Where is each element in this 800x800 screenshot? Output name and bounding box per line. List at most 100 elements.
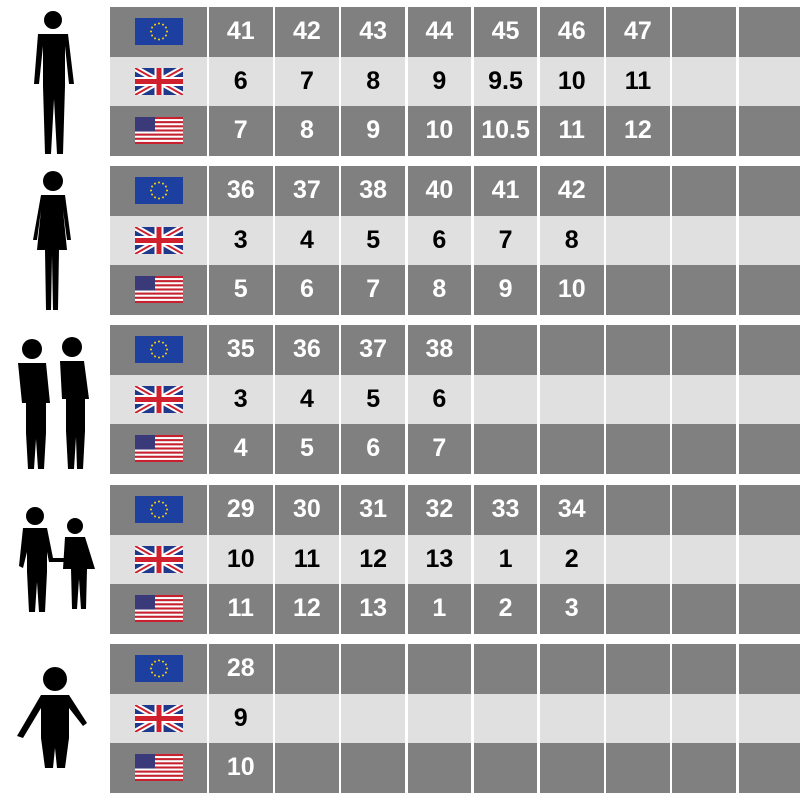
eu-size-cell: 41 <box>473 166 538 216</box>
uk-size-cell: 6 <box>407 215 472 265</box>
eu-size-cell <box>738 166 800 216</box>
us-flag-icon <box>134 754 183 782</box>
eu-size-cell: 44 <box>407 7 472 57</box>
uk-size-cell: 9 <box>209 693 273 743</box>
uk-size-cell <box>540 374 604 424</box>
us-size-cell: 6 <box>341 424 405 474</box>
uk-size-cell <box>672 56 736 106</box>
eu-size-cell <box>606 485 670 535</box>
eu-size-cell: 34 <box>540 485 604 535</box>
uk-size-cell: 6 <box>407 374 472 424</box>
us-size-cell <box>672 584 736 634</box>
us-size-cell: 10 <box>209 743 273 793</box>
adult-woman-silhouette-icon <box>0 166 105 315</box>
eu-flag-icon <box>134 496 183 524</box>
eu-size-cell: 35 <box>209 325 273 375</box>
eu-size-cell: 43 <box>341 7 405 57</box>
uk-size-cell <box>672 534 736 584</box>
eu-size-cell <box>275 644 339 694</box>
us-size-cell: 4 <box>209 424 273 474</box>
us-flag-cell <box>110 424 207 474</box>
uk-size-cell <box>540 693 604 743</box>
uk-size-cell <box>672 215 736 265</box>
us-size-cell <box>540 743 604 793</box>
children-holding-hands-silhouette-icon <box>0 485 105 634</box>
uk-size-cell <box>738 693 800 743</box>
us-size-cell <box>606 743 670 793</box>
us-size-cell <box>738 106 800 156</box>
eu-size-cell: 40 <box>407 166 472 216</box>
us-size-cell <box>738 743 800 793</box>
uk-flag-icon <box>134 545 183 573</box>
us-size-cell <box>606 584 670 634</box>
us-size-cell: 6 <box>275 265 339 315</box>
uk-size-cell: 1 <box>473 534 538 584</box>
us-size-cell <box>606 424 670 474</box>
uk-size-cell: 5 <box>341 374 405 424</box>
us-flag-icon <box>134 435 183 463</box>
uk-size-cell: 12 <box>341 534 405 584</box>
eu-size-cell: 36 <box>209 166 273 216</box>
eu-size-cell: 31 <box>341 485 405 535</box>
us-size-cell <box>341 743 405 793</box>
us-size-cell <box>473 743 538 793</box>
us-flag-cell <box>110 584 207 634</box>
uk-size-cell: 3 <box>209 215 273 265</box>
uk-size-cell <box>606 215 670 265</box>
us-size-cell: 2 <box>473 584 538 634</box>
us-size-cell <box>540 424 604 474</box>
uk-flag-cell <box>110 215 207 265</box>
uk-size-cell: 5 <box>341 215 405 265</box>
uk-size-cell: 10 <box>540 56 604 106</box>
us-size-cell: 1 <box>407 584 472 634</box>
eu-flag-icon <box>134 655 183 683</box>
us-size-cell <box>738 424 800 474</box>
uk-flag-icon <box>134 226 183 254</box>
eu-size-cell: 37 <box>275 166 339 216</box>
us-size-cell: 13 <box>341 584 405 634</box>
uk-size-cell <box>606 693 670 743</box>
uk-size-cell <box>473 693 538 743</box>
us-size-cell: 9 <box>473 265 538 315</box>
us-size-cell: 7 <box>341 265 405 315</box>
eu-flag-cell <box>110 7 207 57</box>
eu-size-cell <box>606 644 670 694</box>
us-flag-cell <box>110 265 207 315</box>
us-size-cell: 7 <box>407 424 472 474</box>
us-size-cell: 11 <box>209 584 273 634</box>
eu-size-cell <box>672 644 736 694</box>
toddler-silhouette-icon <box>0 644 105 793</box>
uk-flag-icon <box>134 385 183 413</box>
eu-flag-icon <box>134 336 183 364</box>
us-size-cell <box>672 743 736 793</box>
uk-flag-icon <box>134 67 183 95</box>
us-size-cell: 12 <box>606 106 670 156</box>
eu-size-cell <box>738 644 800 694</box>
uk-flag-cell <box>110 534 207 584</box>
eu-flag-icon <box>134 18 183 46</box>
eu-size-cell: 29 <box>209 485 273 535</box>
uk-size-cell <box>738 215 800 265</box>
adult-man-silhouette-icon <box>0 7 105 156</box>
us-size-cell: 10 <box>540 265 604 315</box>
us-size-cell: 12 <box>275 584 339 634</box>
eu-size-cell: 41 <box>209 7 273 57</box>
uk-size-cell: 8 <box>341 56 405 106</box>
us-size-cell <box>473 424 538 474</box>
eu-size-cell <box>738 7 800 57</box>
uk-size-cell: 7 <box>473 215 538 265</box>
eu-size-cell: 30 <box>275 485 339 535</box>
uk-size-cell: 6 <box>209 56 273 106</box>
us-flag-icon <box>134 595 183 623</box>
eu-size-cell <box>672 166 736 216</box>
eu-size-cell: 47 <box>606 7 670 57</box>
eu-size-cell <box>473 325 538 375</box>
us-size-cell: 10.5 <box>473 106 538 156</box>
us-size-cell <box>606 265 670 315</box>
uk-size-cell: 11 <box>275 534 339 584</box>
eu-flag-cell <box>110 485 207 535</box>
eu-flag-cell <box>110 644 207 694</box>
us-size-cell: 11 <box>540 106 604 156</box>
eu-size-cell: 33 <box>473 485 538 535</box>
uk-flag-cell <box>110 693 207 743</box>
